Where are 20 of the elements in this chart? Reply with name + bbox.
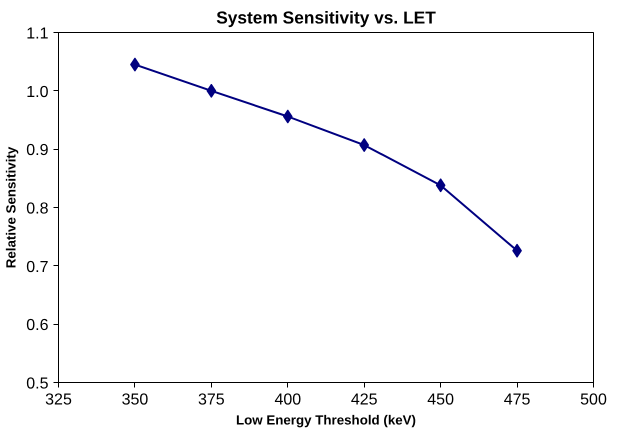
- y-tick-label: 0.9: [26, 142, 49, 160]
- chart-title: System Sensitivity vs. LET: [216, 8, 436, 28]
- y-axis-title: Relative Sensitivity: [3, 146, 18, 268]
- y-tick-label: 0.5: [26, 376, 49, 392]
- y-tick-label: 0.7: [26, 258, 49, 276]
- y-tick-label: 1.1: [26, 26, 49, 42]
- y-tick-label: 0.8: [26, 200, 49, 218]
- x-axis-title: Low Energy Threshold (keV): [236, 412, 416, 428]
- x-tick-label: 375: [198, 392, 225, 408]
- x-tick-label: 325: [45, 392, 72, 408]
- x-tick-label: 450: [427, 392, 454, 408]
- point: [359, 138, 370, 152]
- x-tick-label: 400: [274, 392, 302, 408]
- x-tick-label: 500: [580, 392, 607, 408]
- point: [282, 110, 293, 124]
- x-tick-label: 425: [350, 392, 378, 408]
- x-tick-label: 475: [504, 392, 531, 408]
- y-tick-label: 0.6: [26, 317, 49, 334]
- y-tick-label: 1.0: [26, 84, 49, 101]
- x-tick-label: 350: [122, 392, 148, 408]
